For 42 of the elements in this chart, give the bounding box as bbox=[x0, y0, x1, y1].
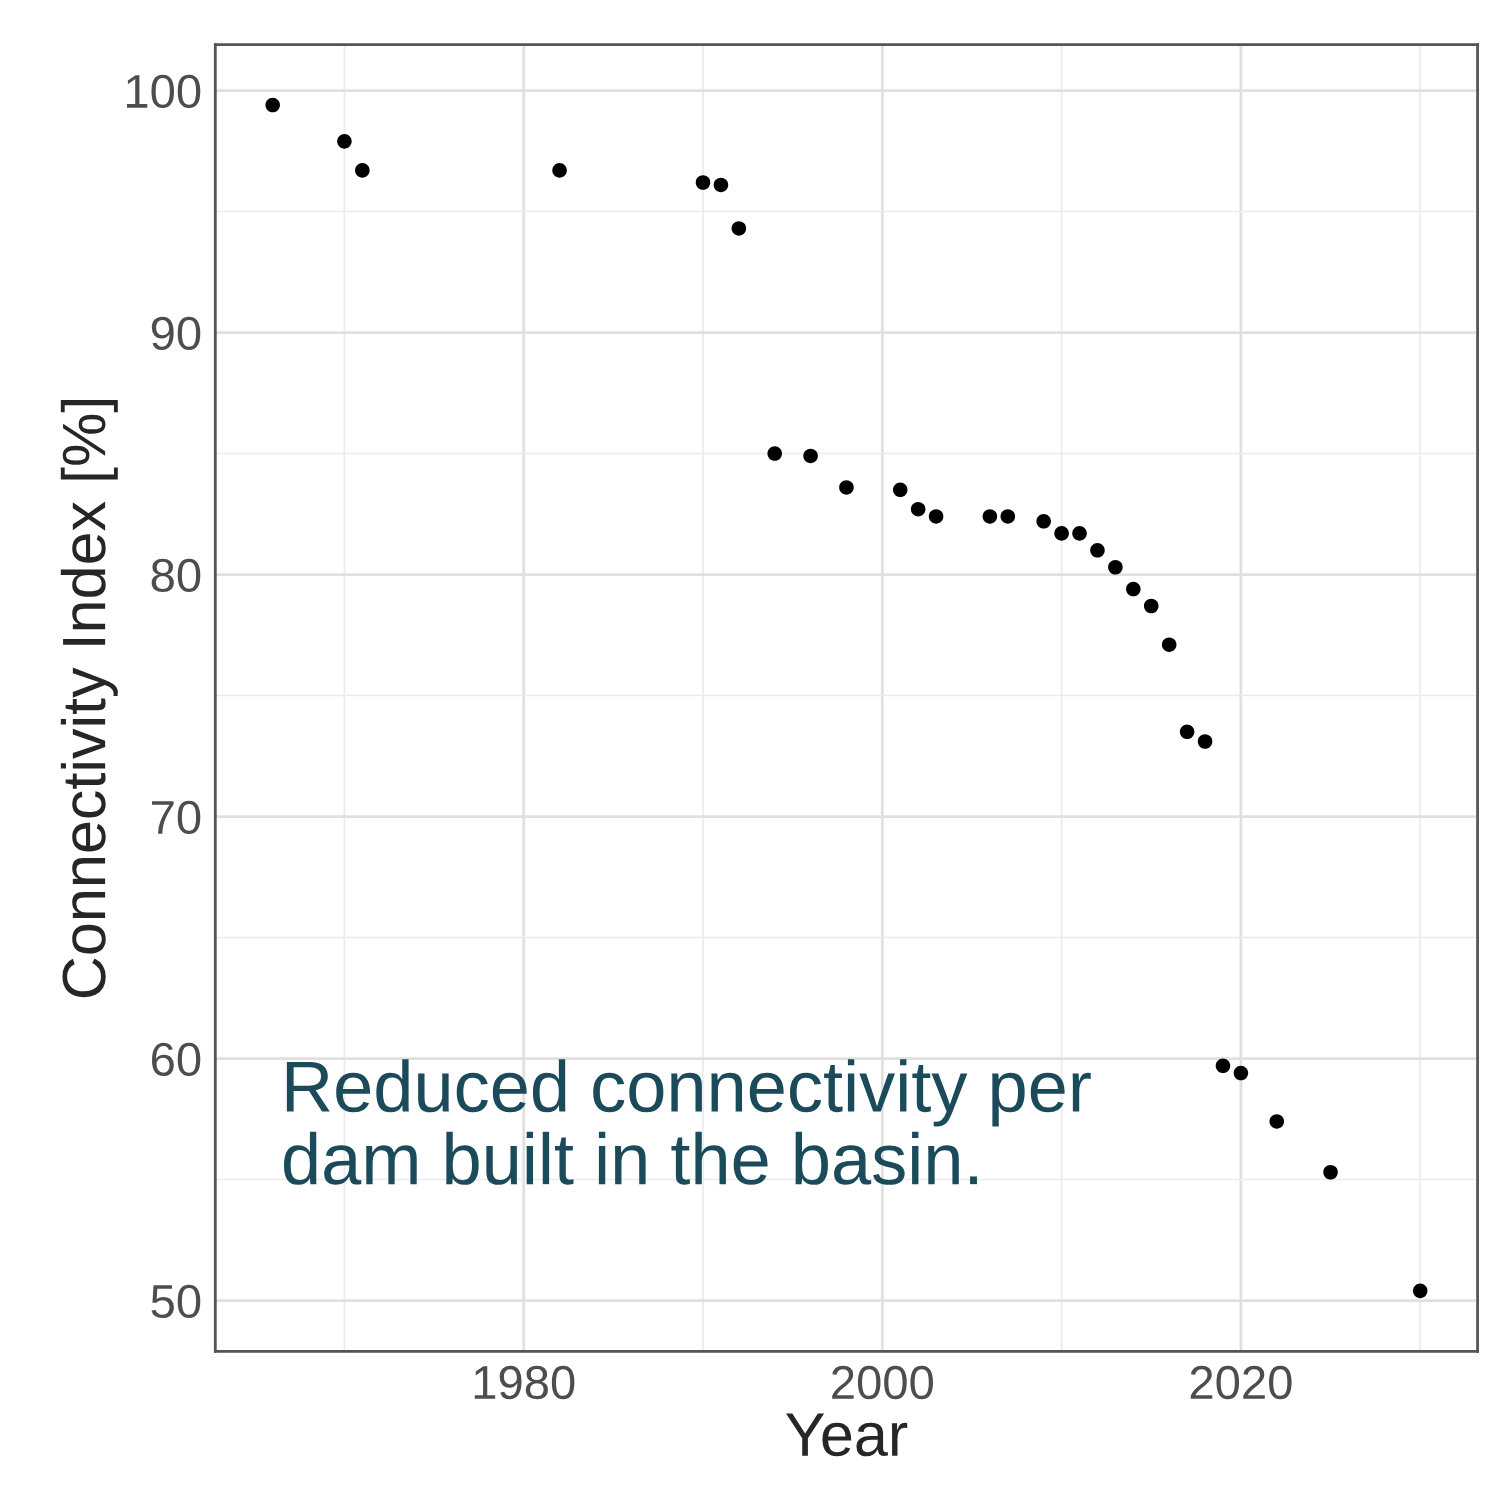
point bbox=[1000, 509, 1016, 524]
point bbox=[910, 501, 926, 517]
y-tick-label: 90 bbox=[151, 316, 201, 351]
point bbox=[1412, 1283, 1428, 1299]
y-tick-label: 80 bbox=[151, 558, 201, 593]
point bbox=[1108, 559, 1123, 575]
x-axis-title: Year bbox=[786, 1413, 908, 1457]
point bbox=[713, 177, 729, 193]
point bbox=[1143, 598, 1159, 614]
point bbox=[892, 482, 908, 498]
point bbox=[1072, 526, 1087, 541]
point bbox=[1126, 581, 1141, 597]
point bbox=[1197, 734, 1213, 749]
point bbox=[695, 175, 711, 190]
point bbox=[552, 163, 567, 178]
x-tick-label: 2020 bbox=[1190, 1365, 1292, 1400]
point bbox=[767, 446, 783, 461]
y-axis-title: Connectivity Index [%] bbox=[60, 399, 118, 998]
y-tick-label: 70 bbox=[152, 800, 201, 835]
x-tick-label: 2000 bbox=[832, 1365, 933, 1400]
point bbox=[337, 134, 352, 149]
point bbox=[928, 509, 944, 524]
point bbox=[1215, 1058, 1231, 1074]
annotation: Reduced connectivity per dam built in the basin. bbox=[284, 1059, 1091, 1185]
y-tick-label: 50 bbox=[151, 1284, 201, 1319]
point bbox=[1090, 543, 1105, 558]
x-tick-label: 1980 bbox=[474, 1365, 575, 1400]
point bbox=[1233, 1065, 1249, 1081]
point bbox=[803, 448, 818, 464]
point bbox=[1054, 526, 1069, 541]
point bbox=[1179, 724, 1195, 740]
point bbox=[355, 163, 370, 178]
point bbox=[839, 480, 854, 495]
y-tick-label: 60 bbox=[152, 1042, 201, 1077]
point bbox=[1323, 1164, 1338, 1180]
point bbox=[982, 509, 998, 524]
y-tick-label: 100 bbox=[126, 74, 201, 109]
point bbox=[265, 97, 280, 113]
point bbox=[1161, 637, 1177, 652]
point bbox=[1269, 1114, 1285, 1129]
point bbox=[1036, 514, 1051, 529]
point bbox=[731, 221, 747, 236]
